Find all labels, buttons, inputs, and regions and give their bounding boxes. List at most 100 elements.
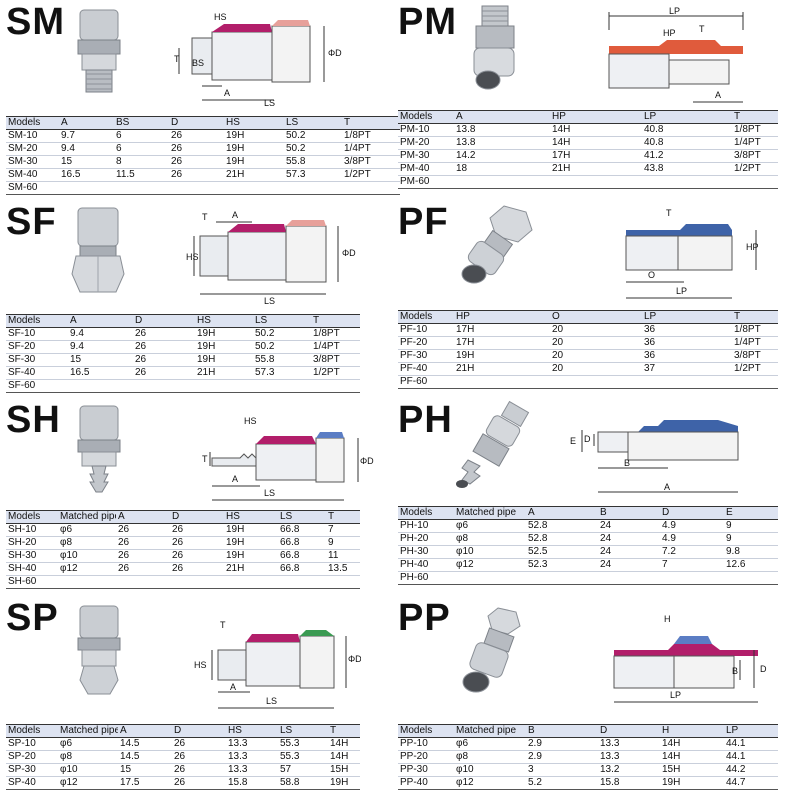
table-row: SP-10 φ6 14.5 26 13.3 55.3 14H [6,737,360,751]
table-cell: PF-40 [398,362,454,376]
table-row: PF-40 21H 20 37 1/2PT [398,362,778,376]
table-cell: 36 [642,336,732,350]
table-cell: 14H [660,737,724,751]
table-cell [454,375,550,389]
table-cell: 11 [326,549,360,563]
table-cell: 19H [224,142,284,156]
table-cell: 9.7 [59,129,114,143]
column-header: Matched pipe [454,506,526,520]
table-cell: 1/4PT [311,340,360,354]
table-cell: 20 [550,323,642,337]
column-header: Matched pipe [58,724,118,738]
table-cell: 2.9 [526,737,598,751]
table-cell: 19H [224,549,278,563]
table-row: PF-20 17H 20 36 1/4PT [398,336,778,350]
spec-table: Models Matched pipe A D HS LS T SP-10 φ6 14.5 26 1… [6,724,360,790]
column-header: O [550,310,642,324]
table-cell: 7.2 [660,545,724,559]
table-cell: 18 [454,162,550,176]
label-t: T [220,620,226,630]
table-cell: 55.8 [253,353,311,367]
table-row: SM-20 9.4 6 26 19H 50.2 1/4PT [6,142,400,156]
table-cell: 13.3 [598,750,660,764]
table-cell: SF-10 [6,327,68,341]
table-cell: PM-20 [398,136,454,150]
label-lp: LP [670,690,681,700]
table-row: PP-40 φ12 5.2 15.8 19H 44.7 [398,776,778,790]
table-cell: 3/8PT [311,353,360,367]
table-cell: 1/4PT [732,136,778,150]
table-cell: 19H [454,349,550,363]
table-cell: 21H [454,362,550,376]
table-cell: 66.8 [278,549,326,563]
table-header: Models Matched pipe A D HS LS T [6,724,360,738]
table-cell: φ12 [58,562,116,576]
table-cell [642,175,732,189]
table-cell: 13.8 [454,136,550,150]
table-cell: 15.8 [226,776,278,790]
table-cell: 17.5 [118,776,172,790]
table-cell [326,575,360,589]
column-header: Models [6,510,58,524]
table-cell: 50.2 [253,327,311,341]
table-cell: φ8 [454,750,526,764]
panel-sh: SH HS T A LS ΦD Models Matched pipe A D HS LS… [6,400,390,596]
table-cell: 50.2 [284,142,342,156]
table-cell: 9.4 [59,142,114,156]
table-cell [253,379,311,393]
column-header: HS [224,510,278,524]
table-cell: 52.5 [526,545,598,559]
table-row: PM-20 13.8 14H 40.8 1/4PT [398,136,778,150]
table-cell: 7 [660,558,724,572]
product-title: PM [398,1,457,43]
table-cell: 44.1 [724,737,778,751]
table-row: PM-40 18 21H 43.8 1/2PT [398,162,778,176]
spec-table: Models Matched pipe A D HS LS T SH-10 φ6 26 26 19H… [6,510,360,589]
table-cell: 13.3 [226,737,278,751]
table-cell: 13.3 [226,763,278,777]
table-cell: 66.8 [278,562,326,576]
table-cell [169,181,224,195]
column-header: D [598,724,660,738]
table-cell [278,575,326,589]
table-cell: 26 [116,549,170,563]
table-cell: PH-30 [398,545,454,559]
table-row: PH-40 φ12 52.3 24 7 12.6 [398,558,778,572]
column-header: Models [6,314,68,328]
label-t: T [699,24,705,34]
column-header: T [326,510,360,524]
column-header: D [172,724,226,738]
table-row: PF-60 [398,375,778,389]
column-header: T [328,724,360,738]
table-cell: φ6 [58,737,118,751]
column-header: LS [284,116,342,130]
label-ls: LS [264,98,275,108]
table-cell: 21H [224,168,284,182]
table-cell: 19H [195,340,253,354]
table-cell: PH-10 [398,519,454,533]
product-photo-plug-female [461,205,533,284]
column-header: D [170,510,224,524]
table-cell: SH-40 [6,562,58,576]
table-cell [550,175,642,189]
table-cell: 26 [170,562,224,576]
table-cell: 26 [116,523,170,537]
table-cell: 4.9 [660,519,724,533]
table-cell: 26 [133,366,195,380]
table-cell: φ12 [58,776,118,790]
table-cell [550,375,642,389]
table-cell: 9 [724,532,778,546]
table-cell: 2.9 [526,750,598,764]
table-cell: φ10 [454,545,526,559]
table-cell: 57.3 [284,168,342,182]
table-cell: φ6 [58,523,116,537]
table-cell [342,181,400,195]
table-cell: 24 [598,519,660,533]
table-cell: 1/8PT [342,129,400,143]
table-cell: 24 [598,532,660,546]
table-cell: 4.9 [660,532,724,546]
table-cell: 1/8PT [311,327,360,341]
panel-pf: PF T HP O LP Models HP O LP T PF-10 17H 20 36 1/… [398,202,782,398]
table-cell: 20 [550,349,642,363]
table-cell: SM-10 [6,129,59,143]
